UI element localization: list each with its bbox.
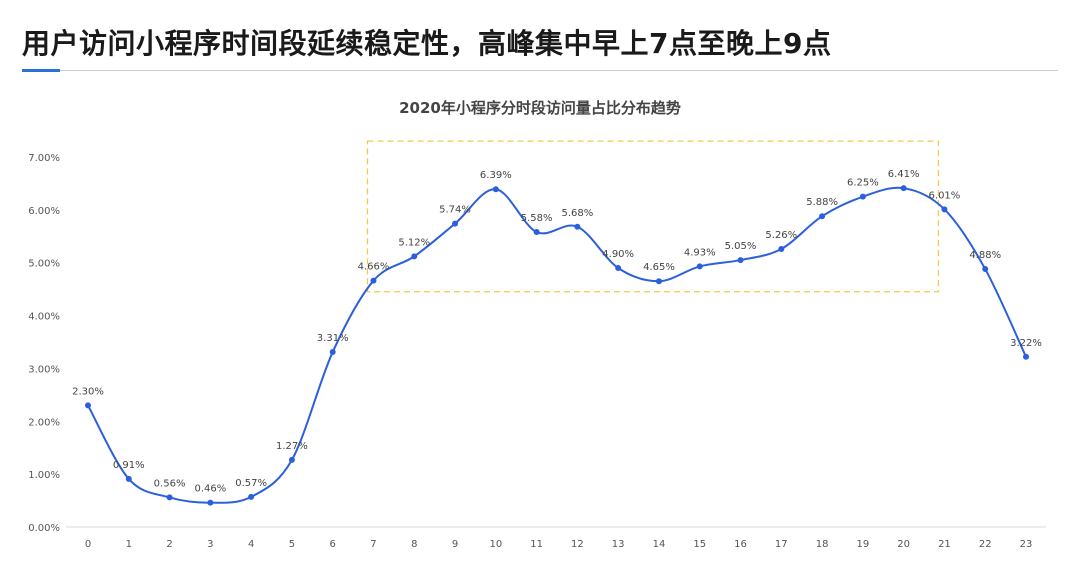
x-tick-label: 2	[166, 539, 172, 550]
data-point	[859, 193, 866, 200]
data-point	[329, 349, 336, 356]
title-accent-bar	[22, 69, 60, 72]
data-label: 4.88%	[969, 250, 1001, 261]
x-tick-label: 3	[207, 539, 213, 550]
y-tick-label: 0.00%	[28, 523, 60, 534]
x-tick-label: 22	[979, 539, 992, 550]
data-point	[370, 277, 377, 284]
x-tick-label: 0	[85, 539, 91, 550]
x-tick-label: 10	[489, 539, 502, 550]
data-label: 5.26%	[765, 230, 797, 241]
data-point	[696, 263, 703, 270]
data-points	[85, 185, 1029, 506]
y-tick-label: 3.00%	[28, 364, 60, 375]
data-label: 1.27%	[276, 441, 308, 452]
x-tick-label: 9	[452, 539, 458, 550]
data-label: 4.65%	[643, 262, 675, 273]
data-label: 0.91%	[113, 460, 145, 471]
chart-title: 2020年小程序分时段访问量占比分布趋势	[399, 99, 681, 117]
data-label: 5.68%	[562, 208, 594, 219]
x-tick-label: 13	[612, 539, 625, 550]
data-label: 6.25%	[847, 178, 879, 189]
data-point	[574, 223, 581, 230]
x-tick-label: 18	[816, 539, 829, 550]
y-tick-label: 6.00%	[28, 206, 60, 217]
data-label: 0.56%	[154, 478, 186, 489]
title-divider	[22, 70, 1058, 71]
data-point	[411, 253, 418, 260]
data-labels: 2.30% 0.91% 0.56% 0.46% 0.57% 1.27% 3.31% 4.66%…	[72, 169, 1042, 495]
peak-hours-highlight-box	[366, 140, 940, 293]
x-tick-label: 19	[857, 539, 870, 550]
data-label: 6.01%	[929, 190, 961, 201]
y-tick-label: 5.00%	[28, 259, 60, 270]
data-label: 4.90%	[602, 249, 634, 260]
x-tick-label: 8	[411, 539, 417, 550]
x-tick-label: 12	[571, 539, 584, 550]
data-point	[125, 475, 132, 482]
data-point	[778, 245, 785, 252]
x-tick-label: 15	[693, 539, 706, 550]
data-label: 2.30%	[72, 386, 104, 397]
data-point	[900, 185, 907, 192]
data-label: 5.58%	[521, 213, 553, 224]
x-tick-label: 1	[126, 539, 132, 550]
x-axis-ticks: 0 1 2 3 4 5 6 7 8 9 10 11 12 13 14 15 16 17 18 19 20 21 22 23	[85, 539, 1033, 550]
data-point	[288, 456, 295, 463]
data-point	[452, 220, 459, 227]
data-label: 0.57%	[235, 478, 267, 489]
data-label: 4.66%	[358, 262, 390, 273]
x-tick-label: 23	[1020, 539, 1033, 550]
x-tick-label: 20	[897, 539, 910, 550]
data-point	[533, 229, 540, 236]
data-label: 5.12%	[398, 237, 430, 248]
data-point	[207, 499, 214, 506]
data-point	[85, 402, 91, 409]
data-label: 0.46%	[194, 484, 226, 495]
data-point	[492, 186, 499, 193]
x-tick-label: 14	[653, 539, 666, 550]
y-tick-label: 1.00%	[28, 470, 60, 481]
series-line	[87, 186, 1027, 504]
x-tick-label: 21	[938, 539, 951, 550]
data-point	[1023, 353, 1029, 360]
data-point	[819, 213, 826, 220]
data-label: 3.22%	[1010, 338, 1042, 349]
data-point	[655, 278, 662, 285]
x-tick-label: 11	[530, 539, 543, 550]
y-tick-label: 4.00%	[28, 312, 60, 323]
data-point	[941, 206, 948, 213]
data-label: 6.39%	[480, 170, 512, 181]
data-label: 5.74%	[439, 205, 471, 216]
data-point	[982, 266, 989, 273]
data-label: 4.93%	[684, 247, 716, 258]
data-label: 3.31%	[317, 333, 349, 344]
data-label: 5.05%	[725, 241, 757, 252]
x-tick-label: 17	[775, 539, 788, 550]
y-tick-label: 2.00%	[28, 417, 60, 428]
x-tick-label: 6	[330, 539, 336, 550]
y-axis-ticks: 0.00% 1.00% 2.00% 3.00% 4.00% 5.00% 6.00% 7.00%	[28, 153, 60, 534]
data-point	[166, 494, 173, 501]
slide-title: 用户访问小程序时间段延续稳定性，高峰集中早上7点至晚上9点	[22, 27, 832, 60]
data-label: 5.88%	[806, 197, 838, 208]
y-tick-label: 7.00%	[28, 153, 60, 164]
x-tick-label: 7	[370, 539, 376, 550]
x-tick-label: 4	[248, 539, 254, 550]
data-point	[737, 257, 744, 264]
data-point	[248, 493, 255, 500]
data-point	[615, 265, 622, 271]
x-tick-label: 16	[734, 539, 747, 550]
x-tick-label: 5	[289, 539, 295, 550]
data-label: 6.41%	[888, 169, 920, 180]
